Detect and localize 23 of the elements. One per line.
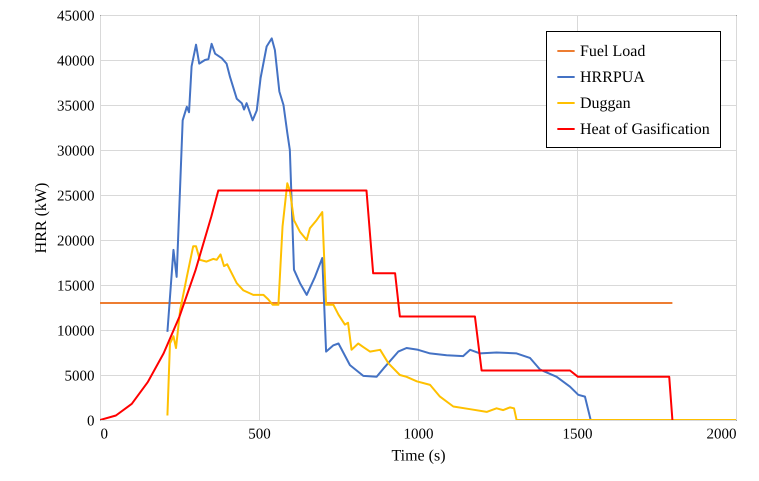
y-tick-label: 0 (87, 414, 94, 430)
legend-label: Duggan (580, 95, 631, 112)
line-series (166, 182, 736, 420)
y-tick-label: 15000 (57, 278, 94, 294)
y-axis-title: HRR (kW) (33, 182, 50, 254)
x-tick-label: 2000 (706, 426, 736, 442)
legend-label: HRRPUA (580, 69, 646, 86)
x-axis-title: Time (s) (391, 448, 446, 464)
y-tick-label: 30000 (57, 144, 94, 160)
x-tick-label: 500 (248, 426, 271, 442)
x-tick-label: 1500 (562, 426, 592, 442)
y-tick-label: 40000 (57, 54, 94, 70)
y-tick-label: 20000 (57, 234, 94, 250)
y-tick-label: 35000 (57, 98, 94, 114)
y-tick-label: 25000 (57, 188, 94, 204)
y-tick-label: 10000 (57, 324, 94, 340)
x-tick-label: 1000 (404, 426, 434, 442)
y-tick-label: 5000 (64, 368, 94, 384)
line-series (100, 190, 674, 420)
x-tick-label: 0 (100, 426, 108, 442)
legend-label: Fuel Load (580, 43, 646, 60)
y-tick-label: 45000 (57, 8, 94, 24)
legend-label: Heat of Gasification (580, 121, 710, 138)
